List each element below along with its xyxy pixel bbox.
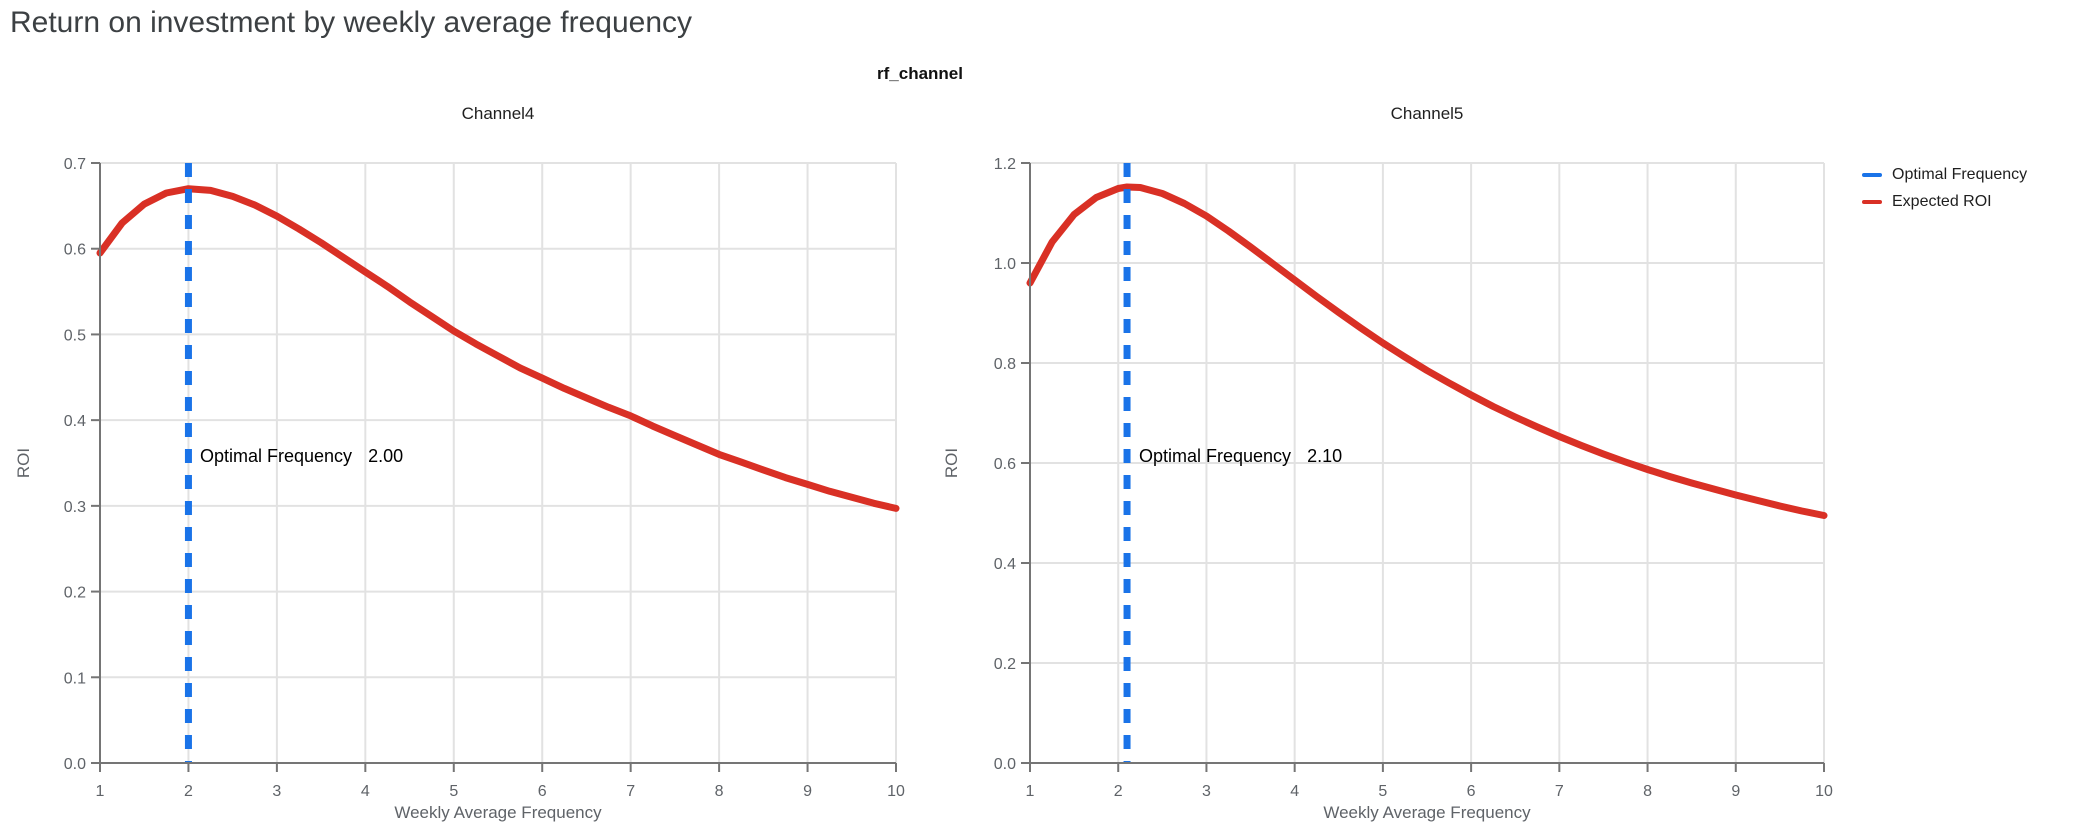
legend: Optimal Frequency Expected ROI — [1862, 161, 2027, 215]
x-tick-label: 4 — [361, 783, 370, 800]
legend-item-expected-roi: Expected ROI — [1862, 188, 2027, 215]
x-tick-label: 1 — [96, 783, 105, 800]
y-tick-label: 0.2 — [994, 656, 1016, 673]
x-axis-title-channel5: Weekly Average Frequency — [1323, 803, 1531, 822]
x-tick-label: 6 — [1467, 783, 1476, 800]
annotation-label: Optimal Frequency — [200, 446, 353, 466]
y-tick-label: 0.6 — [994, 456, 1016, 473]
annotation-value: 2.00 — [368, 446, 404, 466]
y-tick-label: 0.4 — [64, 413, 86, 430]
x-tick-label: 9 — [803, 783, 812, 800]
y-tick-label: 0.6 — [64, 242, 86, 259]
page-title: Return on investment by weekly average f… — [10, 6, 693, 39]
legend-label: Optimal Frequency — [1892, 165, 2028, 183]
y-tick-label: 0.1 — [64, 670, 86, 687]
chart-title-channel5: Channel5 — [1390, 104, 1464, 123]
x-tick-label: 3 — [272, 783, 281, 800]
annotation-optimal-frequency-channel4: Optimal Frequency 2.00 — [200, 446, 403, 467]
legend-swatch-optimal-frequency — [1862, 172, 1882, 177]
y-axis-title-channel5: ROI — [942, 447, 961, 479]
chart-channel4: 1 2 3 4 5 6 7 8 9 10 0.0 0.1 0.2 0.3 0.4 0.5 0.6 0.7 — [64, 156, 905, 800]
x-tick-label: 3 — [1202, 783, 1211, 800]
x-tick-label: 7 — [1555, 783, 1564, 800]
y-axis-title-channel4: ROI — [14, 447, 33, 479]
y-tick-label: 0.3 — [64, 499, 86, 516]
x-tick-label: 5 — [1378, 783, 1387, 800]
y-tick-label: 0.4 — [994, 556, 1016, 573]
x-tick-label: 4 — [1290, 783, 1299, 800]
y-tick-label: 0.8 — [994, 356, 1016, 373]
y-tick-label: 1.0 — [994, 256, 1016, 273]
y-tick-label: 0.0 — [994, 756, 1016, 773]
x-tick-label: 2 — [184, 783, 193, 800]
x-tick-label: 2 — [1114, 783, 1123, 800]
y-tick-label: 0.0 — [64, 756, 86, 773]
x-tick-label: 6 — [538, 783, 547, 800]
y-tick-label: 0.2 — [64, 585, 86, 602]
annotation-value: 2.10 — [1307, 446, 1343, 466]
y-tick-label: 1.2 — [994, 156, 1016, 173]
x-tick-label: 10 — [887, 783, 905, 800]
chart-title-channel4: Channel4 — [461, 104, 535, 123]
expected-roi-curve — [96, 185, 900, 512]
x-tick-label: 8 — [715, 783, 724, 800]
x-tick-label: 9 — [1731, 783, 1740, 800]
annotation-optimal-frequency-channel5: Optimal Frequency 2.10 — [1139, 446, 1342, 467]
expected-roi-curve — [1026, 183, 1828, 519]
legend-swatch-expected-roi — [1862, 199, 1882, 204]
x-tick-label: 7 — [626, 783, 635, 800]
chart-channel5: 1 2 3 4 5 6 7 8 9 10 0.0 0.2 0.4 0.6 0.8 1.0 1.2 — [994, 156, 1833, 800]
y-tick-label: 0.5 — [64, 327, 86, 344]
facet-field-label: rf_channel — [877, 64, 963, 83]
annotation-label: Optimal Frequency — [1139, 446, 1292, 466]
x-tick-label: 1 — [1026, 783, 1035, 800]
x-tick-label: 5 — [449, 783, 458, 800]
x-axis-title-channel4: Weekly Average Frequency — [394, 803, 602, 822]
legend-item-optimal-frequency: Optimal Frequency — [1862, 161, 2027, 188]
x-tick-label: 8 — [1643, 783, 1652, 800]
legend-label: Expected ROI — [1892, 192, 1992, 210]
y-tick-label: 0.7 — [64, 156, 86, 173]
x-tick-label: 10 — [1815, 783, 1833, 800]
